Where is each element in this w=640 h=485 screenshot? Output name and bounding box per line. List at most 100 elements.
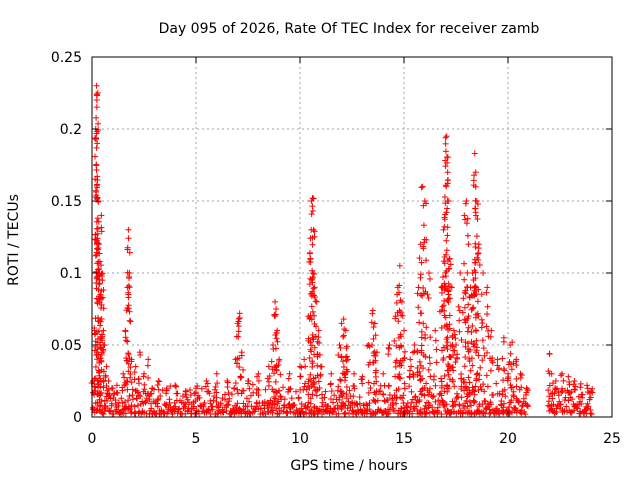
roti-point [126, 270, 133, 276]
roti-point [432, 327, 439, 334]
roti-point-baseline [356, 394, 363, 401]
roti-point-cluster [420, 351, 427, 358]
roti-point-baseline [209, 406, 216, 413]
roti-point-cluster [309, 275, 316, 282]
roti-point-baseline [558, 389, 565, 396]
roti-point-cluster [94, 346, 101, 353]
roti-point-cluster [420, 320, 427, 327]
roti-point-cluster [411, 348, 418, 355]
roti-point-cluster [202, 383, 209, 390]
roti-point-cluster [235, 333, 242, 340]
roti-point-cluster [441, 260, 448, 267]
roti-point-cluster [238, 352, 245, 359]
roti-point-baseline [162, 402, 169, 409]
roti-point [342, 327, 349, 334]
roti-point-cluster [121, 374, 128, 381]
roti-point-cluster [91, 135, 98, 142]
roti-point [297, 363, 303, 370]
roti-point-baseline [552, 386, 559, 393]
roti-point-cluster [469, 384, 476, 391]
roti-point-cluster [272, 345, 279, 352]
roti-point-cluster [442, 157, 449, 164]
roti-point-cluster [571, 386, 578, 393]
roti-point-cluster [95, 198, 102, 205]
roti-point-cluster [97, 390, 104, 397]
roti-point-baseline [385, 410, 392, 417]
roti-point-cluster [441, 194, 448, 201]
roti-point-cluster [98, 304, 105, 311]
axes: 0 0.05 0.1 0.15 0.2 0.25 0 5 10 15 20 25 [51, 50, 621, 447]
roti-point-cluster [444, 177, 451, 184]
roti-point-baseline [458, 394, 465, 401]
roti-point-cluster [483, 372, 490, 379]
roti-point-cluster [128, 379, 135, 386]
roti-point-cluster [395, 385, 402, 392]
roti-point-baseline [524, 403, 531, 410]
roti-point-cluster [365, 379, 372, 386]
roti-point-cluster [94, 215, 101, 222]
roti-point-cluster [441, 253, 448, 260]
roti-point-baseline [557, 401, 564, 408]
roti-point-baseline [200, 403, 207, 410]
roti-point-cluster [369, 310, 376, 317]
roti-point-cluster [308, 211, 315, 218]
roti-point-cluster [512, 358, 519, 365]
roti-point-cluster [254, 373, 261, 380]
roti-point-cluster [191, 390, 198, 397]
roti-point-baseline [578, 400, 585, 407]
roti-point-cluster [427, 334, 434, 341]
roti-point-cluster [126, 308, 133, 315]
roti-point-cluster [517, 374, 524, 381]
roti-point-baseline [319, 399, 326, 406]
roti-point-baseline [356, 400, 363, 407]
roti-point-baseline [441, 403, 448, 410]
roti-point-cluster [418, 184, 425, 191]
roti-point-cluster [426, 354, 433, 361]
roti-point-cluster [441, 214, 448, 221]
roti-point-cluster [311, 228, 318, 235]
roti-point-cluster [472, 383, 479, 390]
roti-point-baseline [201, 400, 208, 407]
roti-point-cluster [414, 364, 421, 371]
roti-point-baseline [163, 401, 170, 408]
roti-point-baseline [127, 406, 134, 413]
chart-title: Day 095 of 2026, Rate Of TEC Index for r… [159, 21, 540, 37]
roti-point-baseline [439, 398, 446, 405]
roti-point-baseline [386, 406, 393, 413]
roti-point-cluster [309, 267, 316, 274]
roti-point-cluster [385, 344, 392, 351]
roti-point-cluster [95, 218, 102, 225]
roti-point-cluster [442, 140, 449, 147]
roti-point-cluster [224, 379, 231, 386]
roti-point-cluster [409, 371, 416, 378]
roti-point-cluster [93, 114, 100, 121]
roti-point-cluster [422, 331, 429, 338]
roti-point-cluster [328, 388, 335, 395]
roti-point-cluster [469, 322, 476, 329]
roti-point-baseline [293, 406, 300, 413]
roti-point-cluster [94, 245, 101, 252]
roti-point-baseline [555, 392, 562, 399]
roti-point-cluster [505, 374, 512, 381]
roti-point-cluster [456, 307, 463, 314]
roti-point [120, 370, 127, 377]
roti-point-cluster [163, 386, 170, 393]
roti-point-cluster [125, 294, 132, 301]
roti-point-baseline [280, 384, 287, 391]
roti-point-cluster [410, 373, 417, 380]
roti-point-cluster [479, 357, 486, 364]
roti-point-baseline [94, 406, 101, 413]
roti-point-cluster [350, 382, 357, 389]
roti-point-baseline [587, 410, 594, 417]
roti-point-cluster [480, 345, 487, 352]
roti-point-baseline [118, 395, 125, 402]
roti-point-cluster [445, 371, 452, 378]
roti-point-cluster [461, 260, 468, 267]
roti-point-cluster [311, 344, 318, 351]
roti-point-baseline [210, 397, 217, 404]
roti-point [463, 198, 470, 204]
roti-point-cluster [308, 348, 315, 355]
roti-point-cluster [342, 374, 349, 381]
roti-point-cluster [94, 173, 101, 180]
